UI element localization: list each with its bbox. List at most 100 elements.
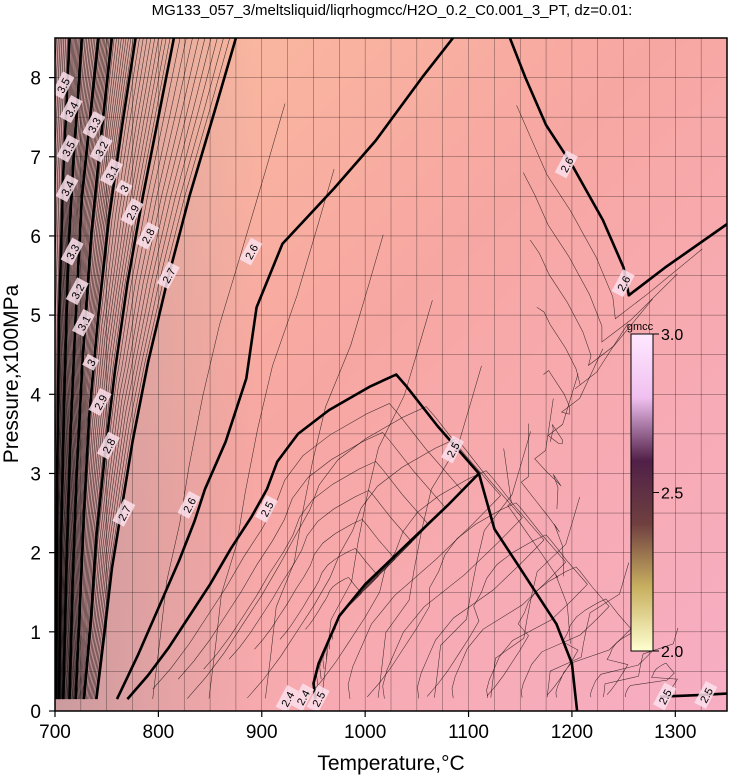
minor-contour — [55, 38, 68, 581]
minor-contour — [36, 38, 49, 699]
contour-label-bg — [275, 684, 299, 711]
minor-contour — [486, 566, 610, 698]
contour-label-bg — [71, 308, 95, 337]
colorbar: gmcc 3.0 2.5 2.0 — [627, 321, 683, 661]
minor-contour — [434, 431, 531, 698]
colorbar-tick-label: 2.0 — [661, 644, 683, 661]
major-contour-2.6 — [115, 38, 455, 700]
contour-label-bg — [59, 95, 83, 123]
y-tick-label: 0 — [30, 702, 41, 723]
major-contour-3 — [68, 38, 114, 700]
minor-contour — [39, 38, 52, 699]
contour-label-bg — [306, 684, 330, 711]
contour-label-text: 3 — [85, 358, 98, 369]
x-tick-label: 1000 — [344, 722, 386, 743]
y-tick-label: 8 — [30, 69, 41, 90]
chart-title: MG133_057_3/meltsliquid/liqrhogmcc/H2O_0… — [152, 2, 633, 19]
plot-area: 2.52.42.42.52.52.5 2.52.62.62.62.62.72.72… — [36, 38, 727, 711]
minor-contour — [84, 38, 181, 700]
contour-label-bg — [89, 134, 113, 163]
y-tick-label: 4 — [30, 385, 41, 406]
major-contour-2.6 — [508, 38, 727, 297]
contour-label-bg — [115, 179, 133, 197]
colorbar-tick-label: 2.5 — [661, 486, 683, 503]
minor-contour — [88, 38, 199, 700]
minor-contour — [94, 38, 230, 700]
contour-label-bg — [60, 237, 84, 266]
contour-label-bg — [254, 494, 278, 523]
minor-contour — [93, 38, 224, 700]
plot-frame — [54, 37, 728, 712]
y-axis-label: Pressure,x100MPa — [0, 284, 23, 463]
contour-label-bg — [653, 682, 677, 711]
major-contour-3.2 — [57, 38, 84, 700]
x-tick-label: 1200 — [551, 722, 593, 743]
minor-contour — [55, 38, 63, 210]
minor-contour — [60, 38, 88, 700]
y-tick-label: 3 — [30, 464, 41, 485]
minor-contour — [603, 627, 679, 698]
colorbar-unit: gmcc — [627, 321, 654, 333]
contour-label-bg — [65, 277, 89, 306]
minor-contour — [265, 234, 384, 699]
colorbar-gradient — [630, 333, 654, 652]
contour-label-bg — [554, 150, 578, 179]
contour-label-bg — [441, 435, 465, 464]
minor-contour — [86, 38, 187, 700]
minor-contour — [490, 496, 580, 698]
x-tick-label: 1100 — [448, 722, 489, 743]
minor-contour — [67, 38, 110, 700]
minor-contour — [534, 398, 562, 510]
contour-label-bg — [55, 174, 79, 203]
minor-contour — [60, 38, 89, 700]
minor-contour — [503, 448, 571, 644]
major-contour-2.5 — [126, 373, 481, 700]
minor-contour — [624, 662, 678, 698]
major-contour-3.1 — [62, 38, 100, 700]
minor-contour — [55, 38, 61, 157]
minor-contour — [92, 38, 218, 700]
contour-label-bg — [136, 221, 160, 250]
major-contour-2.5 — [477, 473, 579, 711]
contour-label-bg — [82, 110, 106, 139]
minor-contour — [78, 38, 152, 700]
minor-contour — [523, 172, 678, 343]
minor-contour — [516, 105, 703, 320]
colorbar-ticks: 3.0 2.5 2.0 — [653, 327, 683, 661]
contour-label: 3 — [82, 353, 100, 371]
contour-label-bg — [177, 490, 201, 519]
major-contours — [55, 38, 727, 711]
contour-label-bg — [96, 431, 120, 460]
minor-contour — [81, 38, 163, 700]
minor-contour — [77, 38, 144, 700]
contour-label-bg — [88, 388, 112, 416]
grid — [55, 38, 727, 711]
y-tick-label: 7 — [30, 148, 41, 169]
major-contour-3.3 — [55, 38, 71, 700]
minor-contour — [546, 562, 630, 698]
x-tick-label: 700 — [39, 722, 71, 743]
minor-contour — [55, 38, 65, 277]
contour-label-bg — [55, 71, 75, 100]
minor-contour — [89, 38, 206, 700]
contour-label-bg — [56, 134, 80, 163]
contour-label-bg — [156, 261, 180, 290]
minor-contour — [82, 38, 167, 700]
contour-label-bg — [82, 353, 100, 371]
minor-contour — [80, 38, 159, 700]
y-tick-label: 5 — [30, 306, 41, 327]
contour-label-bg — [611, 269, 635, 298]
minor-contour — [377, 365, 482, 698]
y-tick-label: 2 — [30, 544, 41, 565]
x-axis-label: Temperature,°C — [317, 752, 464, 775]
minor-contour — [37, 38, 51, 699]
y-axis: 0 1 2 3 4 5 6 7 8 — [30, 69, 55, 723]
contour-label: 3 — [115, 179, 133, 197]
minor-contour — [543, 348, 604, 415]
minor-contour — [60, 38, 91, 700]
x-tick-label: 900 — [246, 722, 278, 743]
contour-label-text: 3 — [118, 183, 131, 194]
contour-labels: 2.52.42.42.52.52.5 2.52.62.62.62.62.72.72… — [55, 71, 718, 711]
y-tick-label: 6 — [30, 227, 41, 248]
